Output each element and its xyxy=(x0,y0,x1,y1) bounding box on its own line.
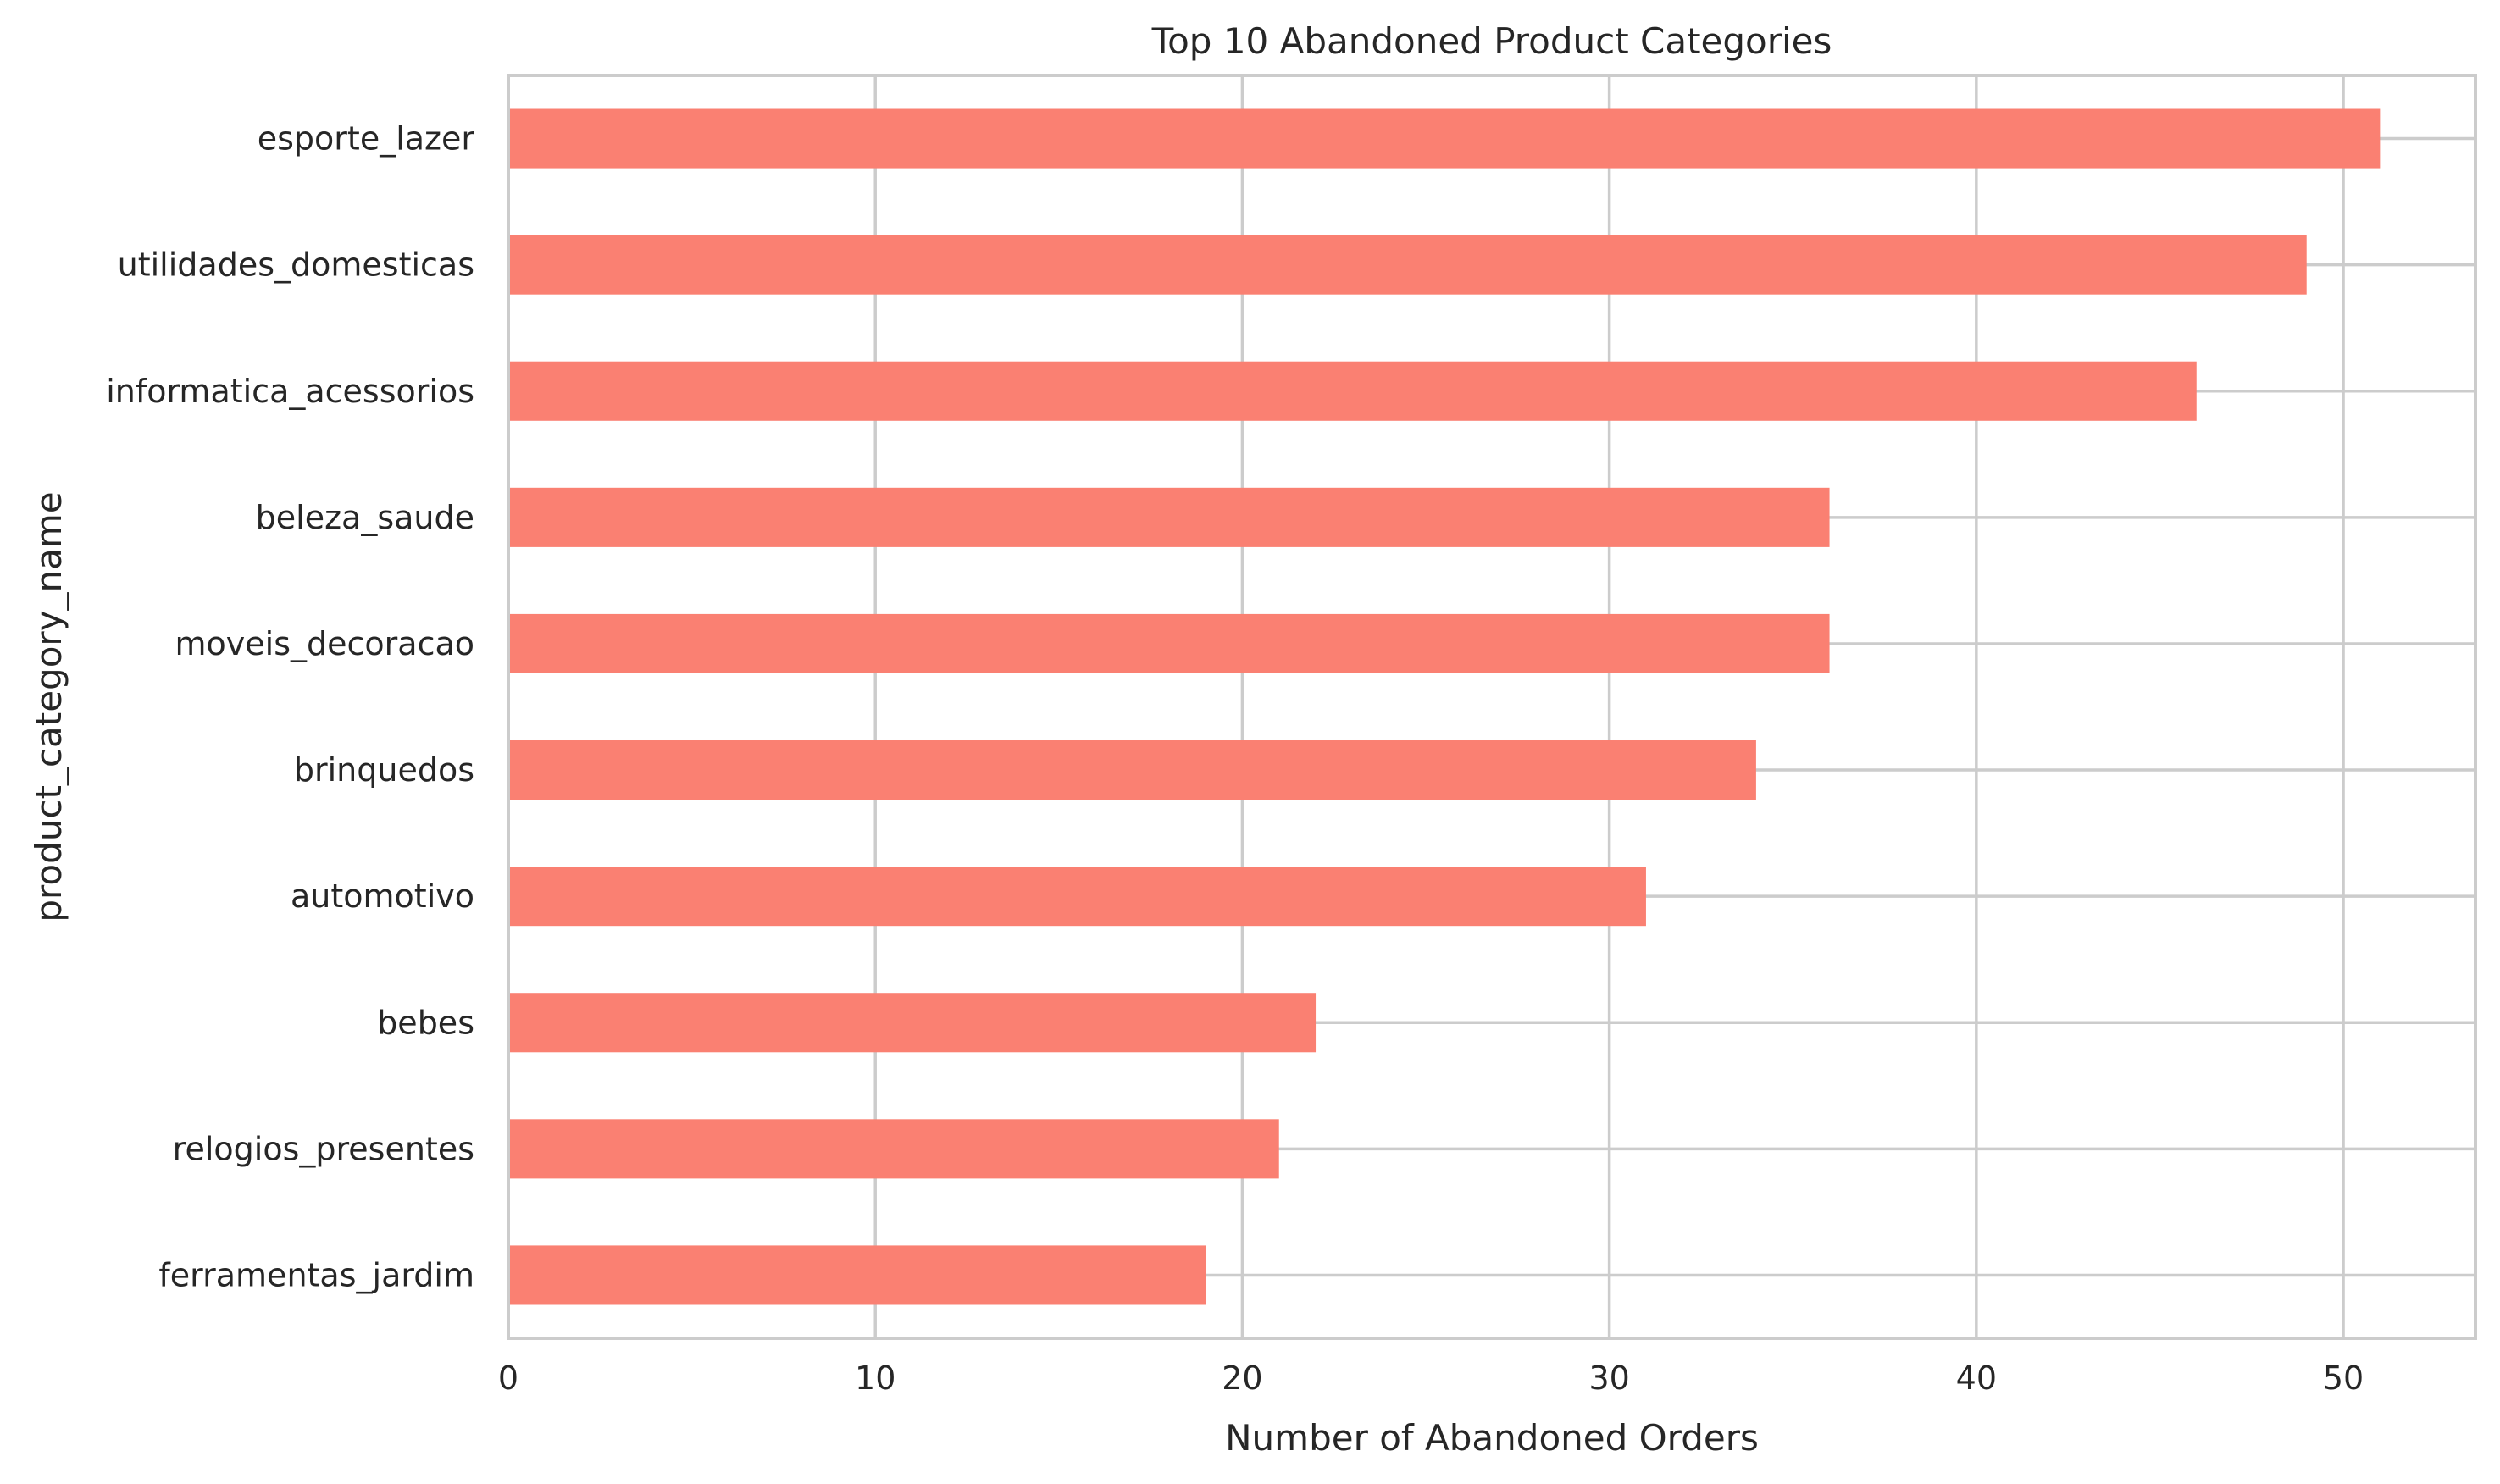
y-tick-labels: esporte_lazer utilidades_domesticasinform… xyxy=(106,120,474,1294)
bar-relogios_presentes xyxy=(508,1119,1279,1179)
bar-automotivo xyxy=(508,867,1646,927)
y-tick-label: esporte_lazer xyxy=(258,120,475,158)
y-tick-label: relogios_presentes xyxy=(173,1130,474,1167)
bar-informatica_acessorios xyxy=(508,361,2197,421)
bar-bebes xyxy=(508,993,1317,1053)
x-tick-label: 10 xyxy=(855,1359,895,1397)
y-axis-label: product_category_name xyxy=(28,491,69,922)
x-tick-label: 40 xyxy=(1956,1359,1997,1397)
y-tick-label: brinquedos xyxy=(294,751,474,789)
y-tick-label: ferramentas_jardim xyxy=(158,1256,474,1293)
y-tick-label: informatica_acessorios xyxy=(106,373,474,410)
y-tick-label: bebes xyxy=(377,1004,474,1041)
y-tick-label: moveis_decoracao xyxy=(175,625,474,662)
bars xyxy=(508,108,2381,1305)
bar-brinquedos xyxy=(508,740,1756,800)
x-tick-label: 50 xyxy=(2323,1359,2364,1397)
x-tick-labels: 0 10 20 30 40 50 xyxy=(498,1359,2364,1397)
x-tick-label: 20 xyxy=(1222,1359,1262,1397)
bar-moveis_decoracao xyxy=(508,613,1830,673)
bar-utilidades_domesticas xyxy=(508,235,2307,295)
bar-beleza_saude xyxy=(508,487,1830,547)
y-tick-label: utilidades_domesticas xyxy=(118,246,474,284)
x-tick-label: 30 xyxy=(1588,1359,1629,1397)
chart-title: Top 10 Abandoned Product Categories xyxy=(1151,20,1832,62)
y-tick-label: automotivo xyxy=(291,878,474,915)
y-tick-label: beleza_saude xyxy=(256,499,474,536)
x-axis-label: Number of Abandoned Orders xyxy=(1225,1417,1759,1459)
plot-frame xyxy=(507,74,2477,1340)
bar-esporte_lazer xyxy=(508,108,2381,169)
x-tick-label: 0 xyxy=(498,1359,518,1397)
bar-ferramentas_jardim xyxy=(508,1245,1206,1305)
